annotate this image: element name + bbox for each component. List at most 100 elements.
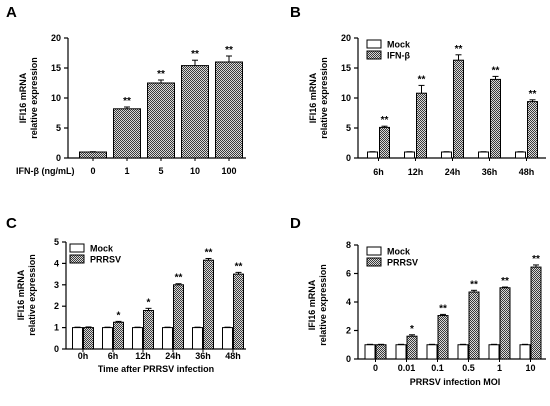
bar-value (113, 108, 141, 159)
bar-prrsv (83, 327, 94, 350)
bar-mock (441, 151, 452, 159)
significance-marker: ** (175, 273, 183, 284)
panel-letter: B (290, 4, 301, 21)
x-axis-label: PRRSV infection MOI (410, 377, 501, 387)
x-axis-label: IFN-β (ng/mL) (16, 166, 74, 176)
bar-prrsv (233, 273, 244, 350)
y-tick-label: 3 (54, 280, 59, 290)
bar-prrsv (203, 259, 214, 350)
category-tick-label: 0.01 (398, 363, 416, 373)
panel-letter: A (6, 4, 17, 21)
y-tick-label: 15 (341, 63, 351, 73)
significance-marker: * (147, 297, 151, 308)
y-axis-label: relative expression (27, 254, 37, 336)
legend-swatch (366, 257, 382, 267)
bar-ifn (453, 59, 464, 159)
y-tick-label: 0 (56, 153, 61, 163)
significance-marker: ** (532, 254, 540, 265)
legend-swatch (69, 243, 85, 253)
category-tick-label: 36h (482, 167, 498, 177)
y-tick-label: 8 (346, 240, 351, 250)
category-tick-label: 12h (135, 351, 151, 361)
significance-marker: * (117, 310, 121, 321)
category-tick-label: 24h (165, 351, 181, 361)
category-tick-label: 36h (195, 351, 211, 361)
legend-swatch (366, 39, 382, 49)
y-tick-label: 0 (54, 344, 59, 354)
bar-prrsv (499, 287, 511, 360)
bar-prrsv (468, 291, 480, 360)
y-tick-label: 5 (54, 237, 59, 247)
bar-prrsv (530, 266, 542, 360)
bar-mock (395, 344, 407, 360)
bar-prrsv (437, 315, 449, 360)
category-tick-label: 48h (519, 167, 535, 177)
bar-mock (132, 327, 143, 350)
bar-ifn (379, 126, 390, 159)
category-tick-label: 0.1 (431, 363, 444, 373)
y-axis-label: IFI16 mRNA (307, 279, 317, 330)
significance-marker: ** (501, 276, 509, 287)
y-axis-label: relative expression (319, 57, 329, 139)
bar-mock (192, 327, 203, 350)
x-axis-label: Time after PRRSV infection (98, 364, 214, 374)
category-tick-label: 10 (190, 166, 200, 176)
bar-mock (222, 327, 233, 350)
panel-letter: D (290, 215, 301, 232)
legend-label: Mock (387, 247, 411, 257)
bar-value (215, 61, 243, 159)
significance-marker: ** (381, 115, 389, 126)
y-tick-label: 5 (346, 123, 351, 133)
bar-mock (404, 151, 415, 159)
significance-marker: ** (455, 44, 463, 55)
bar-value (181, 65, 209, 159)
bar-mock (367, 151, 378, 159)
bar-mock (72, 327, 83, 350)
bar-prrsv (375, 344, 387, 360)
legend-label: IFN-β (387, 51, 410, 61)
bar-mock (364, 344, 376, 360)
category-tick-label: 100 (221, 166, 236, 176)
bar-prrsv (113, 321, 124, 350)
significance-marker: ** (157, 69, 165, 80)
panel-c: C 0 1 2 3 4 5 IFI16 mRNA relative expression Time… (6, 215, 246, 374)
y-tick-label: 4 (346, 297, 351, 307)
bar-prrsv (173, 284, 184, 350)
category-tick-label: 12h (408, 167, 424, 177)
y-tick-label: 10 (341, 93, 351, 103)
bar-mock (457, 344, 469, 360)
y-tick-label: 6 (346, 269, 351, 279)
bar-mock (478, 151, 489, 159)
y-tick-label: 0 (346, 153, 351, 163)
y-tick-label: 10 (51, 93, 61, 103)
panel-b: B 0 5 10 15 20 IFI16 mRNA relative expression 6h… (290, 4, 546, 177)
category-tick-label: 0 (373, 363, 378, 373)
bar-prrsv (143, 309, 154, 350)
category-tick-label: 1 (124, 166, 129, 176)
panel-letter: C (6, 215, 17, 232)
category-tick-label: 10 (525, 363, 535, 373)
bar-value (147, 82, 175, 159)
bar-value (79, 151, 107, 159)
legend-label: PRRSV (387, 258, 418, 268)
significance-marker: ** (225, 45, 233, 56)
bar-ifn (527, 101, 538, 159)
significance-marker: ** (205, 247, 213, 258)
bar-mock (515, 151, 526, 159)
legend-swatch (366, 50, 382, 60)
y-tick-label: 15 (51, 63, 61, 73)
y-axis-label: relative expression (29, 57, 39, 139)
legend-swatch (69, 254, 85, 264)
legend-swatch (366, 246, 382, 256)
y-axis-label: IFI16 mRNA (18, 72, 28, 123)
category-tick-label: 1 (497, 363, 502, 373)
y-axis-label: relative expression (318, 264, 328, 346)
bar-mock (426, 344, 438, 360)
category-tick-label: 0h (78, 351, 89, 361)
category-tick-label: 6h (108, 351, 119, 361)
y-tick-label: 0 (346, 354, 351, 364)
bar-prrsv (406, 335, 418, 360)
significance-marker: ** (529, 89, 537, 100)
bar-mock (488, 344, 500, 360)
